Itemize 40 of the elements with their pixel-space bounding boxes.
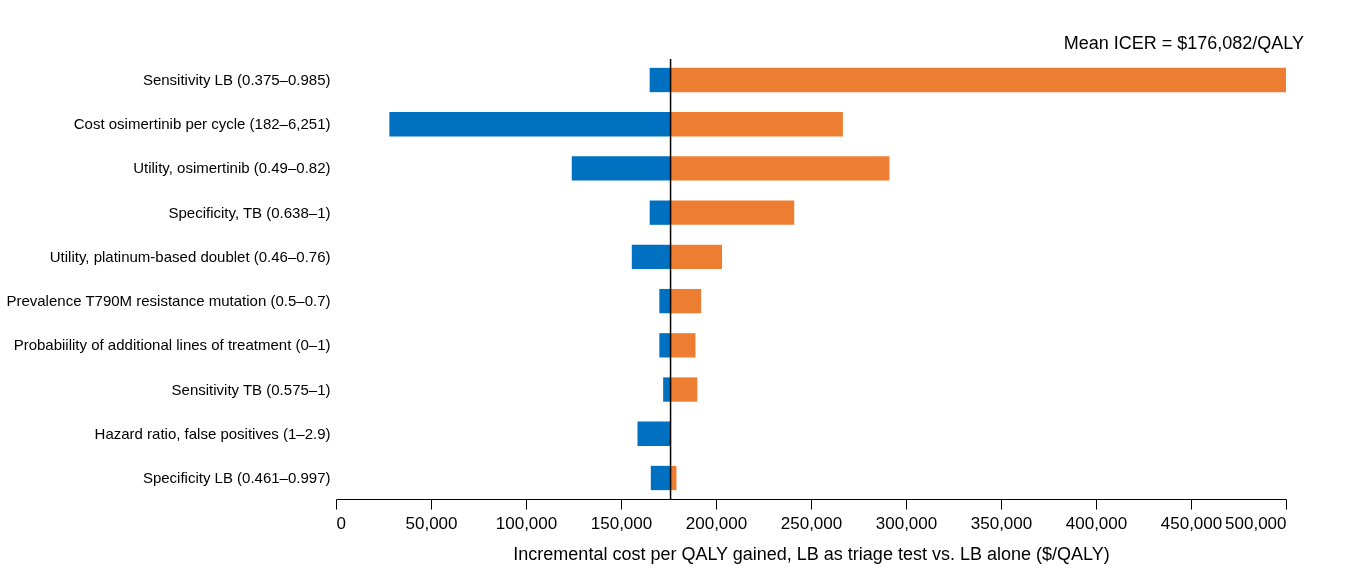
x-axis-title: Incremental cost per QALY gained, LB as triage test vs. LB alone ($/QALY) — [513, 543, 1110, 564]
bar — [659, 288, 671, 314]
y-tick-label: Sensitivity LB (0.375–0.985) — [142, 71, 331, 89]
bar — [670, 200, 795, 225]
bar — [670, 333, 696, 358]
x-tick-label: 150,000 — [590, 513, 653, 533]
bar — [670, 112, 843, 137]
bar — [649, 200, 671, 225]
bar — [631, 244, 671, 270]
bar — [637, 421, 671, 446]
bar — [659, 333, 671, 358]
y-tick-label: Utility, platinum-based doublet (0.46–0.76) — [49, 247, 331, 265]
y-tick-label: Specificity, TB (0.638–1) — [168, 203, 331, 221]
bar — [670, 377, 698, 402]
bar — [670, 67, 1286, 93]
y-tick-label: Sensitivity TB (0.575–1) — [171, 380, 331, 398]
bar — [670, 244, 723, 270]
y-tick-label: Cost osimertinib per cycle (182–6,251) — [73, 115, 331, 133]
bar — [571, 156, 671, 181]
y-tick-label: Hazard ratio, false positives (1–2.9) — [94, 424, 331, 442]
x-tick-label: 300,000 — [875, 513, 938, 533]
bar — [670, 156, 890, 181]
x-tick-label: 250,000 — [780, 513, 843, 533]
y-tick-label: Specificity LB (0.461–0.997) — [142, 468, 331, 486]
x-tick-label: 500,000 — [1225, 513, 1287, 533]
ref-line-label: Mean ICER = $176,082/QALY — [1063, 33, 1304, 53]
y-tick-label: Utility, osimertinib (0.49–0.82) — [133, 159, 331, 177]
x-tick-label: 50,000 — [405, 513, 458, 533]
x-tick-label: 350,000 — [970, 513, 1033, 533]
y-tick-label: Prevalence T790M resistance mutation (0.5–0.7) — [6, 292, 331, 310]
x-tick-label: 0 — [336, 513, 346, 533]
x-tick-label: 400,000 — [1065, 513, 1128, 533]
bar — [670, 288, 702, 314]
bar — [649, 67, 671, 93]
x-tick-label: 200,000 — [685, 513, 748, 533]
x-tick-label: 100,000 — [495, 513, 558, 533]
y-tick-label: Probabiility of additional lines of treatment (0–1) — [13, 336, 331, 354]
bar — [650, 465, 671, 491]
bar — [389, 112, 671, 137]
x-tick-label: 450,000 — [1160, 513, 1223, 533]
